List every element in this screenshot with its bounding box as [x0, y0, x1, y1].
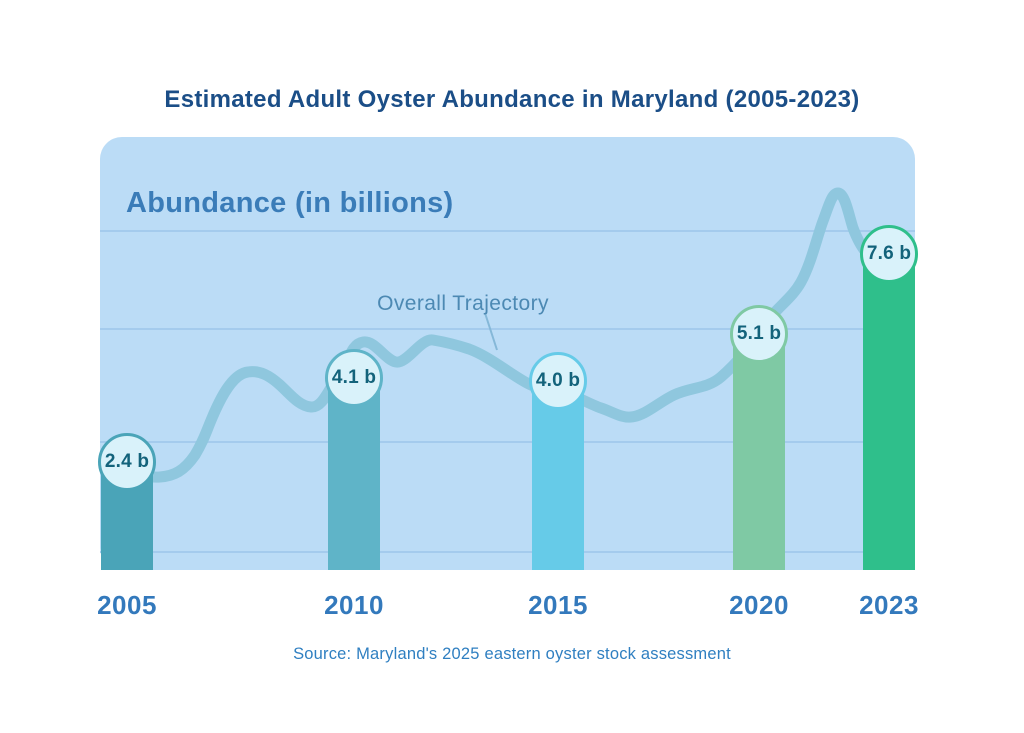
trajectory-path	[121, 187, 873, 483]
x-tick-2005: 2005	[97, 590, 157, 620]
x-tick-2010: 2010	[324, 590, 384, 620]
value-badge-label: 4.0 b	[535, 370, 581, 391]
y-axis-label: Abundance (in billions)	[126, 187, 454, 219]
value-badge-2023: 7.6 b	[860, 225, 918, 283]
gridline	[100, 551, 915, 553]
value-badge-2010: 4.1 b	[325, 349, 383, 407]
gridline	[100, 230, 915, 232]
trajectory-pointer-line	[484, 312, 498, 351]
value-badge-label: 7.6 b	[866, 243, 912, 264]
value-badge-2005: 2.4 b	[98, 433, 156, 491]
chart-panel: Abundance (in billions) Overall Trajecto…	[98, 137, 918, 570]
source-note: Source: Maryland's 2025 eastern oyster s…	[293, 645, 731, 663]
value-badge-2020: 5.1 b	[730, 305, 788, 363]
gridline	[100, 328, 915, 330]
value-badge-2015: 4.0 b	[529, 352, 587, 410]
value-badge-label: 4.1 b	[331, 367, 377, 388]
value-badge-label: 2.4 b	[104, 451, 150, 472]
page-title: Estimated Adult Oyster Abundance in Mary…	[164, 86, 860, 113]
x-tick-2023: 2023	[859, 590, 919, 620]
x-tick-2020: 2020	[729, 590, 789, 620]
x-tick-2015: 2015	[528, 590, 588, 620]
trajectory-label: Overall Trajectory	[377, 292, 549, 315]
gridline	[100, 441, 915, 443]
value-badge-label: 5.1 b	[736, 323, 782, 344]
bar-2023	[863, 228, 915, 570]
trajectory-curve	[121, 187, 873, 483]
